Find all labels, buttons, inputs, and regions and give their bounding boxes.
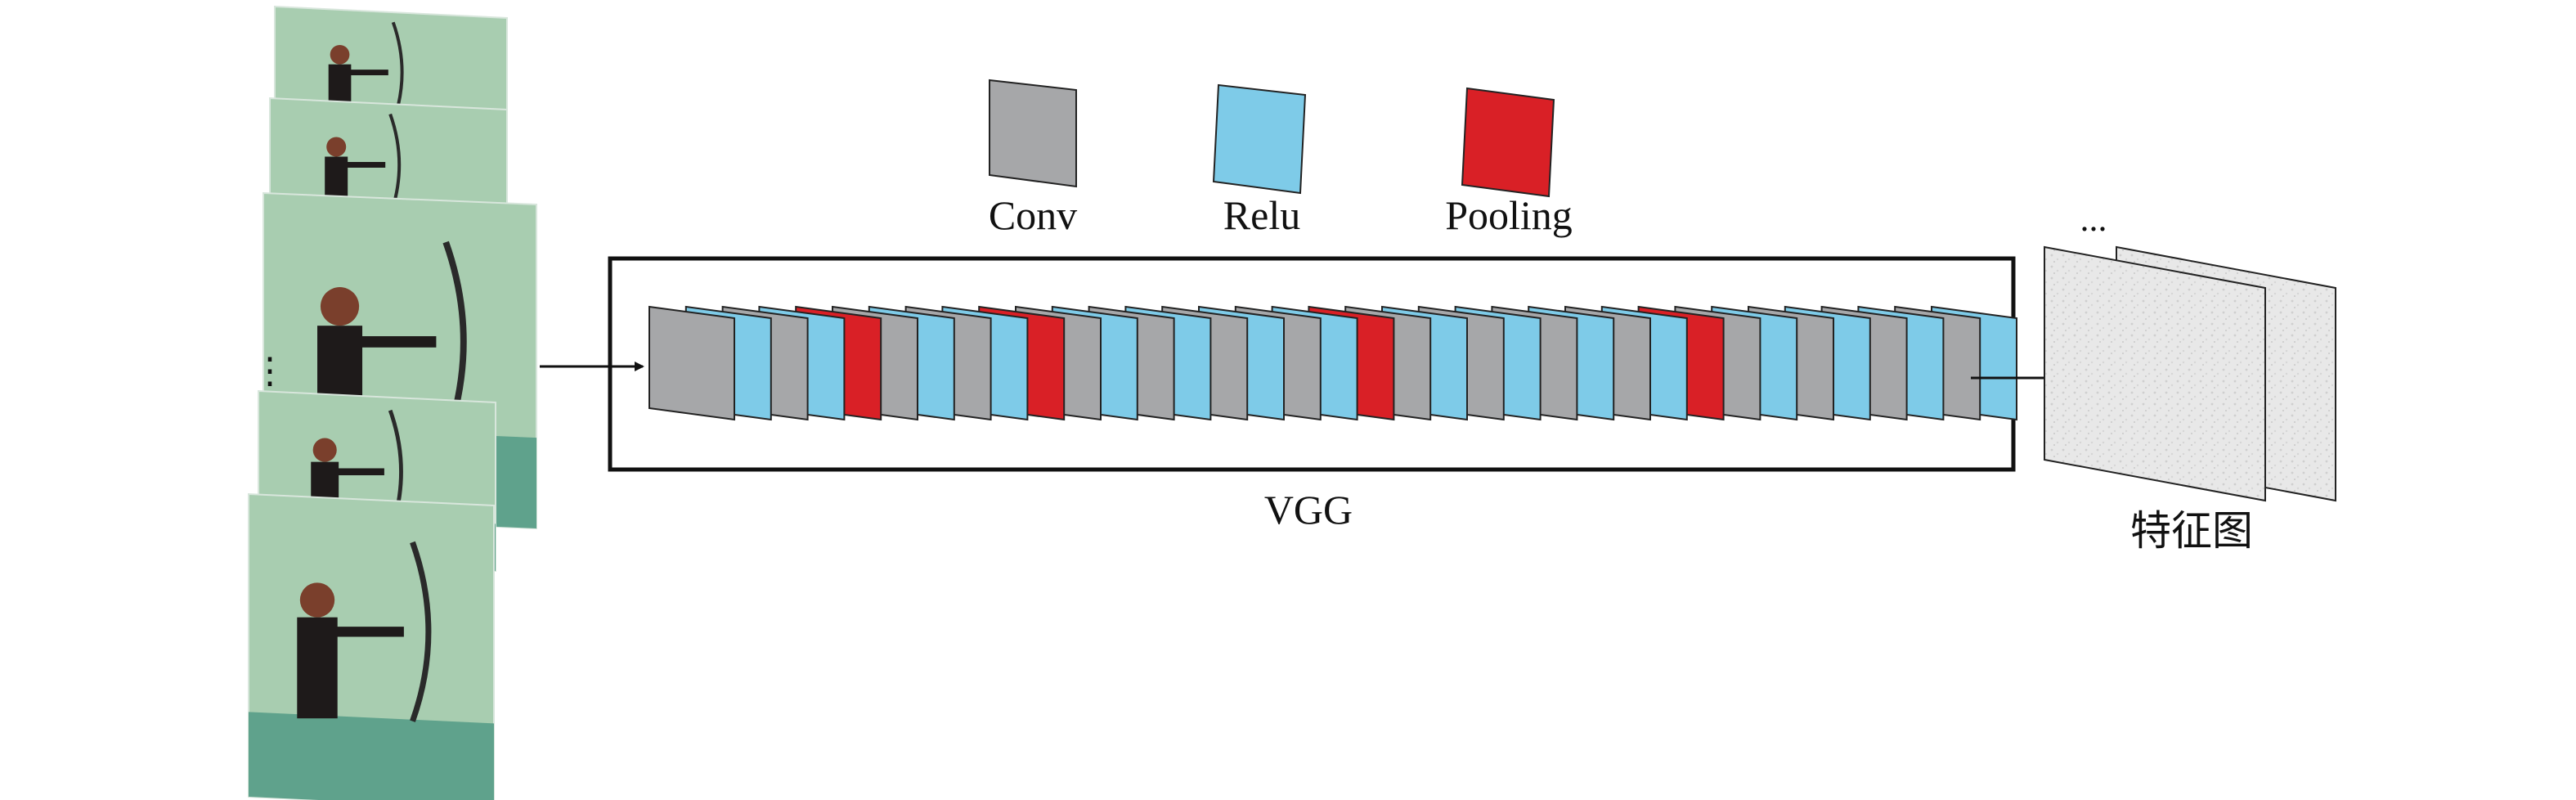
legend-label-conv: Conv <box>989 192 1077 238</box>
legend: Conv Relu Pooling <box>989 79 1573 238</box>
legend-swatch-conv <box>989 79 1077 188</box>
feature-map-label: 特征图 <box>2130 507 2253 555</box>
legend-swatch-relu <box>1212 83 1307 195</box>
input-frame <box>248 492 495 800</box>
input-frames <box>248 5 537 800</box>
feature-map-ellipsis: ... <box>2080 199 2107 239</box>
feature-map-front <box>2044 245 2266 502</box>
frames-ellipsis: ⋮ <box>252 351 288 391</box>
legend-swatch-pooling <box>1461 87 1555 198</box>
vgg-label: VGG <box>1264 487 1353 533</box>
legend-label-pooling: Pooling <box>1445 192 1573 238</box>
feature-maps <box>2044 245 2336 502</box>
layer-conv <box>648 305 735 421</box>
vgg-layers <box>648 305 2017 421</box>
legend-label-relu: Relu <box>1223 192 1300 238</box>
